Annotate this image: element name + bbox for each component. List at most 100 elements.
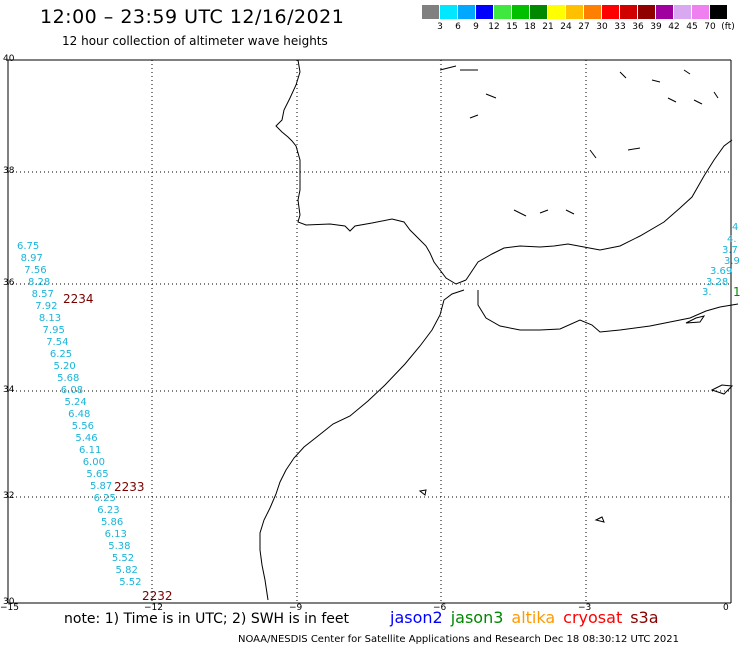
scale-label: 45 — [686, 22, 698, 32]
island-7 — [619, 69, 719, 105]
scale-label: 70 — [704, 22, 716, 32]
scale-label: 15 — [506, 22, 518, 32]
wave-height-value: 5.86 — [100, 517, 124, 528]
wave-height-value: 3.28 — [706, 277, 729, 288]
scale-swatch — [656, 5, 673, 19]
legend-cryosat: cryosat — [563, 608, 623, 627]
footer-note: note: 1) Time is in UTC; 2) SWH is in fe… — [64, 611, 350, 627]
wave-height-value: 6.75 — [17, 241, 40, 252]
legend-altika: altika — [511, 608, 556, 627]
wave-height-value: 5.68 — [57, 373, 80, 384]
wave-height-value: 5.46 — [75, 433, 98, 444]
wave-height-value: 7.92 — [35, 301, 58, 312]
island-5 — [439, 65, 497, 119]
wave-height-value: 5.52 — [119, 577, 142, 588]
scale-swatch — [548, 5, 565, 19]
scale-label: 30 — [596, 22, 608, 32]
lat-tick-label: 34 — [3, 385, 15, 395]
legend-jason2: jason2 — [390, 608, 443, 627]
scale-label: (ft) — [721, 22, 735, 32]
scale-label: 36 — [632, 22, 644, 32]
scale-label: 6 — [455, 22, 461, 32]
scale-label: 3 — [437, 22, 443, 32]
scale-swatch — [458, 5, 475, 19]
scale-label: 27 — [578, 22, 590, 32]
island-3 — [418, 489, 427, 496]
coast-africa-north — [477, 290, 739, 333]
wave-height-value: 5.65 — [86, 469, 109, 480]
wave-height-value: 1 — [733, 285, 740, 299]
wave-height-value: 8.97 — [20, 253, 43, 264]
wave-height-value: 8.13 — [38, 313, 62, 324]
wave-height-value: 6.48 — [68, 409, 91, 420]
wave-height-value: 5.38 — [108, 541, 131, 552]
scale-swatch — [638, 5, 655, 19]
scale-swatch — [584, 5, 601, 19]
lat-tick-label: 30 — [3, 597, 15, 607]
lon-tick-label: −12 — [144, 603, 163, 613]
satellite-legend: jason2 jason3 altika cryosat s3a — [390, 608, 667, 627]
scale-swatch — [710, 5, 727, 19]
scale-swatch — [530, 5, 547, 19]
lat-lon-grid — [7, 59, 732, 604]
lon-tick-label: −3 — [578, 603, 592, 613]
lon-tick-label: 0 — [723, 603, 729, 613]
wave-height-value: 6.25 — [93, 493, 116, 504]
lat-tick-label: 38 — [3, 166, 15, 176]
legend-jason3: jason3 — [450, 608, 504, 627]
coast-africa-west — [259, 289, 465, 601]
lon-tick-label: −9 — [289, 603, 303, 613]
coast-portugal — [275, 59, 467, 285]
wave-height-value: 6.00 — [82, 457, 105, 468]
wave-height-value: 6.11 — [79, 445, 102, 456]
pass-time-label: 2233 — [114, 480, 145, 494]
coast-spain-med — [465, 139, 733, 281]
scale-swatch — [674, 5, 691, 19]
wave-height-value: 6.25 — [49, 349, 73, 360]
island-2 — [594, 516, 605, 523]
wave-height-value: 4. — [727, 234, 737, 245]
wave-height-value: 7.56 — [24, 265, 47, 276]
island-6 — [513, 147, 641, 217]
scale-label: 12 — [488, 22, 500, 32]
pass-time-label: 2232 — [142, 589, 173, 603]
scale-label: 21 — [542, 22, 554, 32]
wave-height-value: 5.24 — [64, 397, 87, 408]
wave-height-value: 5.52 — [111, 553, 135, 564]
wave-height-value: 6.23 — [97, 505, 120, 516]
scale-swatch — [440, 5, 457, 19]
wave-height-value: 5.20 — [53, 361, 76, 372]
wave-height-value: 5.82 — [115, 565, 138, 576]
coastline — [259, 59, 739, 601]
scale-swatch — [602, 5, 619, 19]
scale-label: 18 — [524, 22, 536, 32]
lon-tick-label: −6 — [433, 603, 447, 613]
wave-height-value: 3.94 — [724, 256, 740, 267]
wave-height-value: 5.56 — [71, 421, 95, 432]
wave-height-value: 3.69 — [710, 266, 733, 277]
scale-label: 9 — [473, 22, 479, 32]
scale-swatch — [566, 5, 583, 19]
lat-tick-label: 36 — [3, 278, 15, 288]
scale-label: 33 — [614, 22, 626, 32]
credit-line: NOAA/NESDIS Center for Satellite Applica… — [238, 634, 680, 645]
island-1 — [685, 315, 706, 324]
wave-height-value: 7.54 — [46, 337, 69, 348]
island-4 — [710, 384, 734, 395]
scale-swatch — [692, 5, 709, 19]
scale-label: 39 — [650, 22, 662, 32]
scale-label: 42 — [668, 22, 680, 32]
wave-height-value: 7.95 — [42, 325, 65, 336]
wave-height-value: 3.7 — [722, 245, 738, 256]
wave-height-value: 8.57 — [31, 289, 54, 300]
scale-swatch — [494, 5, 511, 19]
wave-height-value: 6.13 — [104, 529, 127, 540]
page-subtitle: 12 hour collection of altimeter wave hei… — [62, 34, 328, 48]
scale-swatch — [422, 5, 439, 19]
wave-height-value: 3. — [702, 287, 712, 298]
wave-height-value: 8.28 — [27, 277, 51, 288]
pass-time-label: 2234 — [63, 292, 94, 306]
lon-tick-label: −15 — [0, 603, 19, 613]
scale-swatch — [620, 5, 637, 19]
